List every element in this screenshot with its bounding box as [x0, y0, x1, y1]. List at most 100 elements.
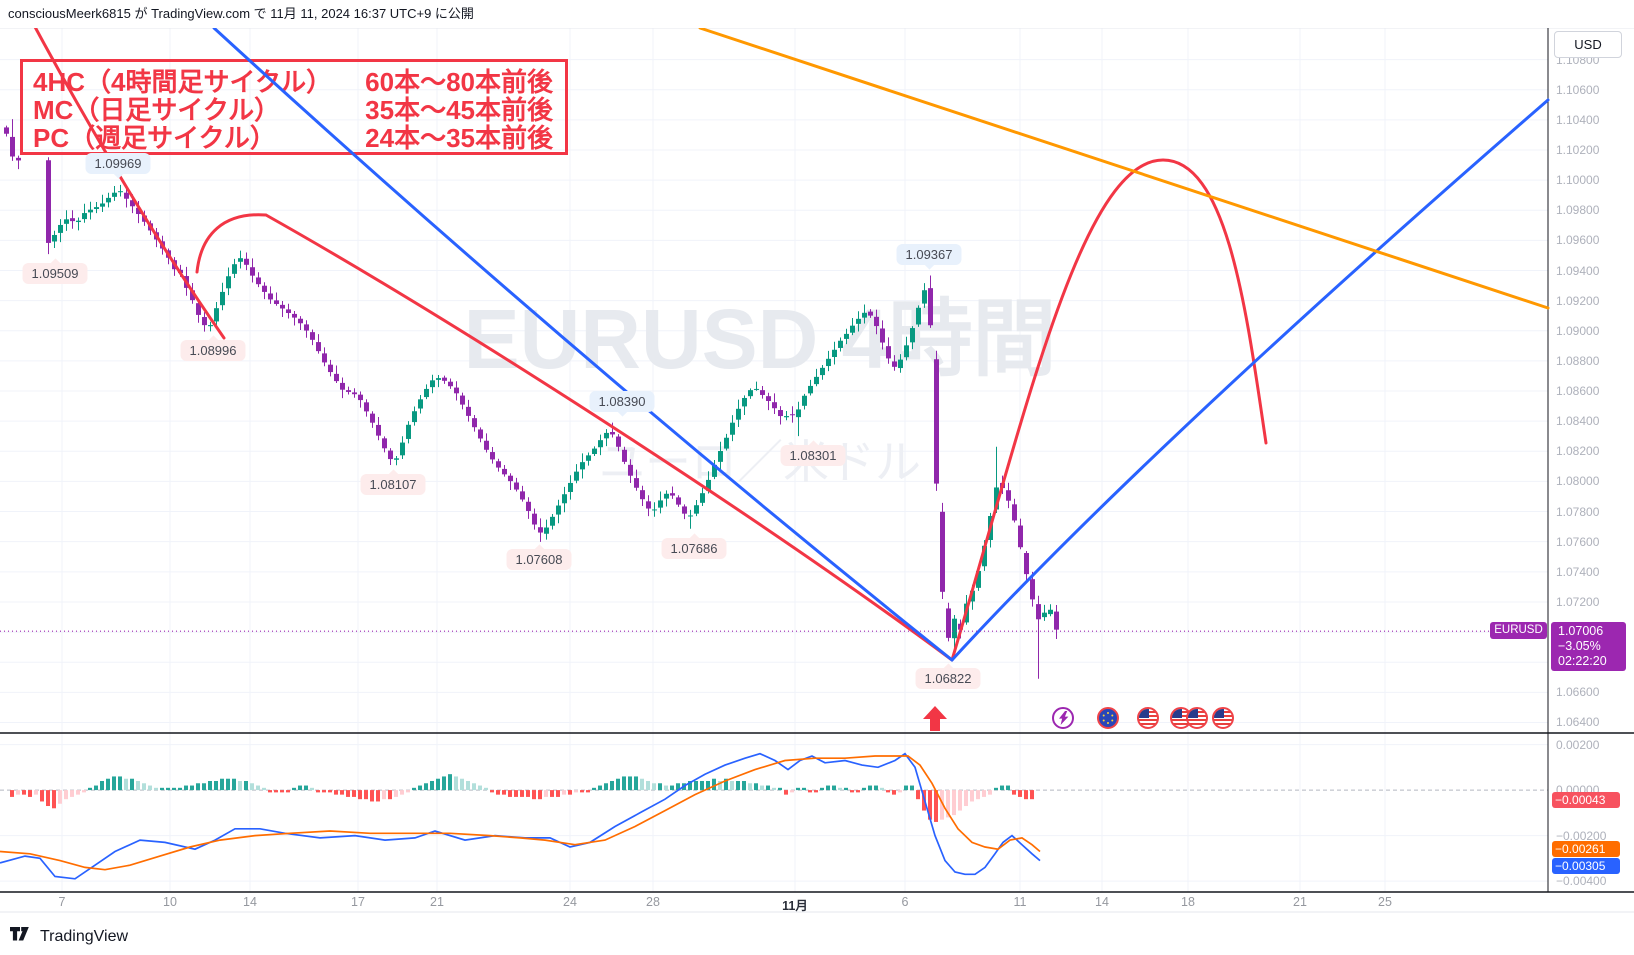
- price-axis-tick: 1.06400: [1556, 715, 1600, 730]
- tradingview-logo-icon: [10, 926, 34, 948]
- red-descending-line: [26, 12, 226, 340]
- price-label-text: 1.07608: [515, 552, 563, 568]
- time-axis-tick: 21: [1293, 895, 1307, 909]
- reaction-us-flag-icon[interactable]: [1212, 707, 1234, 729]
- price-label-bubble: 1.09509: [22, 258, 88, 285]
- macd-axis-tick: −0.00200: [1556, 828, 1607, 843]
- us-canton: [1139, 709, 1149, 718]
- price-axis-tick: 1.08200: [1556, 444, 1600, 459]
- blue-ascending-line: [950, 98, 1550, 662]
- price-axis-tick: 1.10600: [1556, 82, 1600, 97]
- price-label-text: 1.09367: [905, 246, 953, 262]
- price-axis-tick: 1.07800: [1556, 504, 1600, 519]
- price-axis-tick: 1.07200: [1556, 594, 1600, 609]
- us-canton: [1214, 709, 1224, 718]
- time-axis-tick: 24: [563, 895, 577, 909]
- reaction-lightning-icon[interactable]: [1052, 707, 1074, 729]
- price-axis-tick: 1.09600: [1556, 233, 1600, 248]
- reaction-us-flag-icon[interactable]: [1186, 707, 1208, 729]
- macd-signal-line: [0, 755, 1041, 871]
- current-price: 1.07006: [1558, 624, 1604, 639]
- footer-brand-text: TradingView: [40, 928, 129, 945]
- price-axis-tick: 1.06600: [1556, 685, 1600, 700]
- time-axis-tick: 11: [1013, 895, 1027, 909]
- eu-stars: [1107, 717, 1109, 719]
- time-axis-tick: 7: [58, 895, 66, 909]
- price-label-text: 1.09509: [31, 266, 79, 282]
- price-axis-tick: 1.10400: [1556, 112, 1600, 127]
- macd-line: [0, 752, 1041, 880]
- bar-countdown: 02:22:20: [1558, 654, 1607, 669]
- time-axis-tick: 18: [1181, 895, 1195, 909]
- price-axis-tick: 1.08400: [1556, 414, 1600, 429]
- time-axis-tick: 6: [901, 895, 909, 909]
- cycle-label: PC（週足サイクル）: [33, 123, 276, 153]
- red-cycle-arc-right: [950, 158, 1268, 662]
- price-axis-tick: 1.09200: [1556, 293, 1600, 308]
- price-axis-tick: 1.08800: [1556, 353, 1600, 368]
- price-label-text: 1.08390: [598, 393, 646, 409]
- us-canton: [1188, 709, 1198, 718]
- price-label-bubble: 1.08390: [589, 390, 655, 417]
- price-axis-tick: 1.08000: [1556, 474, 1600, 489]
- cycle-range: 35本〜45本前後: [365, 95, 553, 125]
- gridlines: [0, 28, 1548, 892]
- price-axis-tick: 1.08600: [1556, 384, 1600, 399]
- current-price-tag: 1.07006 −3.05% 02:22:20: [1551, 622, 1626, 672]
- publish-attribution: consciousMeerk6815 が TradingView.com で 1…: [0, 0, 1634, 28]
- price-label-text: 1.08107: [369, 477, 417, 493]
- price-label-text: 1.07686: [670, 540, 718, 556]
- price-label-bubble: 1.09969: [85, 152, 151, 179]
- up-arrow-icon: [923, 706, 947, 731]
- time-axis-tick: 28: [646, 895, 660, 909]
- macd-histogram: [10, 774, 1034, 822]
- macd-value-tag: −0.00043: [1552, 791, 1620, 808]
- price-label-text: 1.08996: [189, 343, 237, 359]
- footer-brand[interactable]: TradingView: [10, 926, 128, 948]
- publish-attribution-text: consciousMeerk6815 が TradingView.com で 1…: [8, 6, 474, 21]
- cycle-range: 60本〜80本前後: [365, 67, 553, 97]
- current-change: −3.05%: [1558, 639, 1601, 654]
- time-axis-tick: 10: [163, 895, 177, 909]
- price-label-bubble: 1.09367: [896, 243, 962, 270]
- price-axis-tick: 1.07400: [1556, 564, 1600, 579]
- price-axis-tick: 1.09400: [1556, 263, 1600, 278]
- time-axis-tick: 11月: [782, 899, 808, 913]
- currency-toggle-button[interactable]: USD: [1554, 31, 1622, 58]
- time-axis-tick: 25: [1378, 895, 1392, 909]
- price-label-bubble: 1.07686: [661, 533, 727, 559]
- price-label-text: 1.08301: [789, 448, 837, 464]
- price-axis-tick: 1.10000: [1556, 173, 1600, 188]
- macd-value-tag: −0.00305: [1552, 858, 1620, 875]
- blue-descending-line: [212, 26, 954, 662]
- time-axis-tick: 21: [430, 895, 444, 909]
- price-label-bubble: 1.06822: [915, 663, 981, 689]
- macd-axis-tick: −0.00400: [1556, 874, 1607, 889]
- red-cycle-curve-left: [195, 213, 954, 662]
- us-canton: [1172, 709, 1182, 718]
- macd-value-tag: −0.00261: [1552, 841, 1620, 858]
- cycle-annotation-box: 4HC（4時間足サイクル） 60本〜80本前後 MC（日足サイクル） 35本〜4…: [20, 59, 568, 155]
- time-axis-tick: 14: [243, 895, 257, 909]
- orange-trend-line: [698, 26, 1550, 310]
- symbol-price-pill: EURUSD: [1490, 622, 1547, 640]
- price-label-text: 1.06822: [924, 670, 972, 686]
- price-label-bubble: 1.08107: [360, 469, 426, 496]
- cycle-range: 24本〜35本前後: [365, 123, 553, 153]
- watermark-name: ユーロ／米ドル: [599, 436, 921, 488]
- reaction-eu-flag-icon[interactable]: [1097, 707, 1119, 729]
- price-label-bubble: 1.08996: [180, 335, 246, 362]
- time-axis-tick: 17: [351, 895, 365, 909]
- cycle-row-pc: PC（週足サイクル） 24本〜35本前後: [33, 124, 553, 152]
- price-label-bubble: 1.07608: [506, 544, 572, 571]
- macd-axis-tick: 0.00200: [1556, 737, 1600, 752]
- time-axis-tick: 14: [1095, 895, 1109, 909]
- price-label-text: 1.09969: [94, 155, 142, 171]
- price-axis-tick: 1.07600: [1556, 534, 1600, 549]
- price-axis-tick: 1.09800: [1556, 203, 1600, 218]
- cycle-row-4hc: 4HC（4時間足サイクル） 60本〜80本前後: [33, 68, 553, 96]
- reaction-us-flag-icon[interactable]: [1137, 707, 1159, 729]
- price-axis-tick: 1.09000: [1556, 323, 1600, 338]
